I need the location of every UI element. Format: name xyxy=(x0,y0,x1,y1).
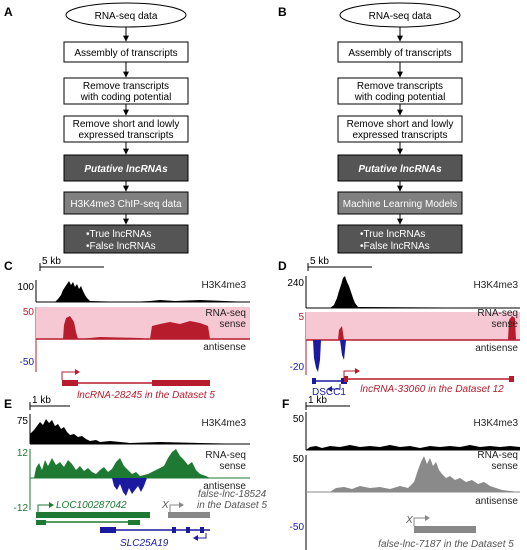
panel-e-letter: E xyxy=(4,397,12,411)
h3-axis-max: 75 xyxy=(17,416,29,427)
panel-b-letter: B xyxy=(278,5,287,19)
step-assembly: Assembly of transcripts xyxy=(348,48,451,59)
panel-a: A RNA-seq data Assembly of transcripts R… xyxy=(4,2,189,254)
panel-d-letter: D xyxy=(278,259,287,273)
track-label-h3k4me3: H3K4me3 xyxy=(474,280,519,291)
scale-bar-label: 5 kb xyxy=(42,256,61,267)
step-remove-coding-1: Remove transcripts xyxy=(357,81,443,92)
track-label-antisense: antisense xyxy=(475,496,518,507)
scale-bar-label: 1 kb xyxy=(308,395,327,406)
h3k4me3-signal xyxy=(306,276,520,308)
step-remove-coding-2: with coding potential xyxy=(80,92,172,103)
track-label-antisense: antisense xyxy=(475,343,518,354)
rna-axis-max: 12 xyxy=(17,448,29,459)
step-rna-seq: RNA-seq data xyxy=(369,11,432,22)
step-box-result xyxy=(63,224,189,254)
step-remove-coding-2: with coding potential xyxy=(354,92,446,103)
step-remove-short-2: expressed transcripts xyxy=(352,130,447,141)
step-true: •True lncRNAs xyxy=(86,229,151,240)
track-label-rna-seq: RNA-seq xyxy=(205,450,246,461)
step-box-putative xyxy=(337,154,463,182)
h3k4me3-signal xyxy=(36,281,250,302)
mark-x: X xyxy=(405,515,413,526)
rna-axis-min: -50 xyxy=(290,522,305,533)
rna-sense-signal xyxy=(34,449,210,478)
rna-axis-min: -20 xyxy=(290,362,305,373)
step-chip: H3K4me3 ChIP-seq data xyxy=(70,199,182,210)
scale-bar-label: 1 kb xyxy=(32,395,51,406)
track-label-sense: sense xyxy=(219,319,246,330)
rna-axis-min: -12 xyxy=(14,503,29,514)
panel-f-letter: F xyxy=(282,397,289,411)
track-label-rna-seq: RNA-seq xyxy=(477,308,518,319)
gene-label: lncRNA-28245 in the Dataset 5 xyxy=(77,390,215,401)
gene-label: lncRNA-33060 in the Dataset 12 xyxy=(360,384,504,395)
track-label-sense: sense xyxy=(491,461,518,472)
gene-label: false-lnc-7187 in the Dataset 5 xyxy=(378,539,514,550)
gene-label-dscc1: DSCC1 xyxy=(312,387,346,398)
h3-axis-max: 50 xyxy=(293,414,305,425)
panel-b: B RNA-seq data Assembly of transcripts R… xyxy=(278,2,463,254)
step-box xyxy=(63,77,189,105)
rna-axis-max: 5 xyxy=(298,312,304,323)
panel-e: E 1 kb H3K4me3 75 12 RNA-seq sense antis… xyxy=(4,395,267,549)
rna-axis-min: -50 xyxy=(20,357,35,368)
step-remove-short-1: Remove short and lowly xyxy=(347,119,454,130)
track-label-h3k4me3: H3K4me3 xyxy=(474,418,519,429)
step-remove-short-2: expressed transcripts xyxy=(78,130,173,141)
step-ml: Machine Learning Models xyxy=(343,199,458,210)
scale-bar-label: 5 kb xyxy=(310,256,329,267)
track-label-h3k4me3: H3K4me3 xyxy=(202,280,247,291)
track-label-rna-seq: RNA-seq xyxy=(477,450,518,461)
rna-sense-signal xyxy=(63,316,210,339)
gene-label-false-lnc-2: in the Dataset 5 xyxy=(197,500,267,511)
h3-axis-max: 100 xyxy=(17,282,34,293)
rna-sense-signal xyxy=(330,456,520,492)
track-label-antisense: antisense xyxy=(203,342,246,353)
rna-axis-max: 50 xyxy=(293,454,305,465)
step-false: •False lncRNAs xyxy=(360,241,430,252)
rna-axis-max: 50 xyxy=(23,307,35,318)
rna-antisense-signal xyxy=(112,478,147,496)
mark-x: X xyxy=(161,500,169,511)
step-putative: Putative lncRNAs xyxy=(84,164,168,175)
track-label-h3k4me3: H3K4me3 xyxy=(202,418,247,429)
h3k4me3-signal xyxy=(306,445,520,450)
step-true: •True lncRNAs xyxy=(360,229,425,240)
gene-model xyxy=(414,526,476,533)
step-assembly: Assembly of transcripts xyxy=(74,48,177,59)
track-label-sense: sense xyxy=(219,461,246,472)
step-box xyxy=(337,115,463,143)
track-label-antisense: antisense xyxy=(203,481,246,492)
gene-label-false-lnc: false-lnc-18524 xyxy=(198,489,267,500)
panel-c-letter: C xyxy=(4,259,13,273)
h3-axis-max: 240 xyxy=(287,278,304,289)
h3k4me3-signal xyxy=(30,419,250,444)
track-label-rna-seq: RNA-seq xyxy=(205,308,246,319)
gene-label-loc: LOC100287042 xyxy=(56,500,127,511)
step-putative: Putative lncRNAs xyxy=(358,164,442,175)
panel-c: C 5 kb H3K4me3 100 50 RNA-seq sense anti… xyxy=(4,256,250,401)
step-false: •False lncRNAs xyxy=(86,241,156,252)
step-remove-short-1: Remove short and lowly xyxy=(73,119,180,130)
rna-antisense-signal xyxy=(313,340,346,372)
step-remove-coding-1: Remove transcripts xyxy=(83,81,169,92)
panel-d: D 5 kb H3K4me3 240 5 RNA-seq sense antis… xyxy=(278,256,520,398)
panel-f: F 1 kb H3K4me3 50 50 RNA-seq sense antis… xyxy=(282,395,520,550)
step-box-result xyxy=(337,224,463,254)
gene-label-slc: SLC25A19 xyxy=(120,538,169,549)
step-rna-seq: RNA-seq data xyxy=(95,11,158,22)
track-label-sense: sense xyxy=(491,319,518,330)
panel-a-letter: A xyxy=(4,5,13,19)
